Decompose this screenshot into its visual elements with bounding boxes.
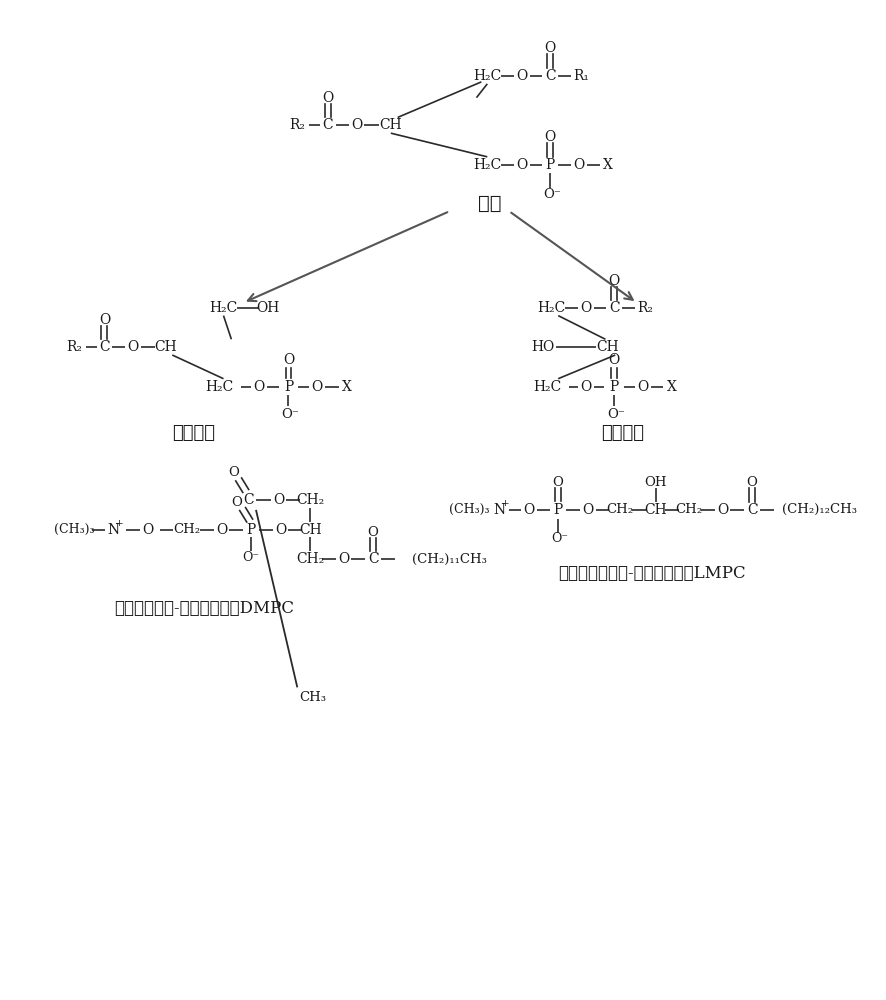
Text: 溶血磷脂: 溶血磷脂 <box>601 424 643 442</box>
Text: CH₂: CH₂ <box>296 493 324 507</box>
Text: CH₂: CH₂ <box>174 523 200 536</box>
Text: O: O <box>228 466 238 479</box>
Text: O⁻: O⁻ <box>607 408 626 421</box>
Text: R₁: R₁ <box>573 69 588 83</box>
Text: 磷脂: 磷脂 <box>478 195 501 213</box>
Text: CH: CH <box>299 523 322 537</box>
Text: R₂: R₂ <box>66 340 82 354</box>
Text: H₂C: H₂C <box>473 69 501 83</box>
Text: N: N <box>493 503 505 517</box>
Text: O: O <box>216 523 227 537</box>
Text: R₂: R₂ <box>637 301 653 315</box>
Text: O: O <box>311 380 323 394</box>
Text: C: C <box>99 340 110 354</box>
Text: O: O <box>283 353 294 367</box>
Text: +: + <box>115 519 123 528</box>
Text: O: O <box>523 503 534 517</box>
Text: R₂: R₂ <box>290 118 306 132</box>
Text: C: C <box>545 69 556 83</box>
Text: O⁻: O⁻ <box>282 408 299 421</box>
Text: CH₃: CH₃ <box>299 691 326 704</box>
Text: O: O <box>580 301 591 315</box>
Text: O: O <box>517 158 527 172</box>
Text: CH: CH <box>596 340 618 354</box>
Text: P: P <box>546 158 555 172</box>
Text: P: P <box>246 523 256 537</box>
Text: C: C <box>323 118 333 132</box>
Text: 溶血磷脂: 溶血磷脂 <box>173 424 215 442</box>
Text: P: P <box>284 380 293 394</box>
Text: O: O <box>368 526 378 539</box>
Text: P: P <box>554 503 563 517</box>
Text: O⁻: O⁻ <box>552 532 569 545</box>
Text: O: O <box>553 476 563 489</box>
Text: O: O <box>351 118 362 132</box>
Text: O⁻: O⁻ <box>243 551 260 564</box>
Text: CH₂: CH₂ <box>675 503 703 516</box>
Text: (CH₃)₃: (CH₃)₃ <box>54 523 94 536</box>
Text: O: O <box>517 69 527 83</box>
Text: OH: OH <box>644 476 667 489</box>
Text: O: O <box>253 380 265 394</box>
Text: O⁻: O⁻ <box>543 188 561 201</box>
Text: O: O <box>747 476 758 489</box>
Text: H₂C: H₂C <box>209 301 237 315</box>
Text: OH: OH <box>256 301 279 315</box>
Text: C: C <box>609 301 619 315</box>
Text: C: C <box>747 503 758 517</box>
Text: X: X <box>666 380 676 394</box>
Text: CH: CH <box>154 340 176 354</box>
Text: P: P <box>610 380 619 394</box>
Text: C: C <box>243 493 253 507</box>
Text: H₂C: H₂C <box>533 380 562 394</box>
Text: CH: CH <box>644 503 667 517</box>
Text: O: O <box>275 523 286 537</box>
Text: O: O <box>580 380 591 394</box>
Text: 二肉豆蔻酰基-磷脂酰胆碱或DMPC: 二肉豆蔻酰基-磷脂酰胆碱或DMPC <box>113 600 294 617</box>
Text: O: O <box>273 493 284 507</box>
Text: 溶血肉豆蔻酰基-磷脂酰胆碱或LMPC: 溶血肉豆蔻酰基-磷脂酰胆碱或LMPC <box>558 565 745 582</box>
Text: O: O <box>142 523 153 537</box>
Text: HO: HO <box>532 340 555 354</box>
Text: H₂C: H₂C <box>537 301 565 315</box>
Text: CH: CH <box>379 118 402 132</box>
Text: N: N <box>107 523 120 537</box>
Text: O: O <box>98 313 110 327</box>
Text: O: O <box>231 496 242 509</box>
Text: O: O <box>609 353 620 367</box>
Text: O: O <box>609 274 620 288</box>
Text: O: O <box>128 340 138 354</box>
Text: (CH₂)₁₂CH₃: (CH₂)₁₂CH₃ <box>781 503 857 516</box>
Text: O: O <box>338 552 349 566</box>
Text: O: O <box>582 503 594 517</box>
Text: CH₂: CH₂ <box>607 503 633 516</box>
Text: H₂C: H₂C <box>473 158 501 172</box>
Text: X: X <box>602 158 612 172</box>
Text: H₂C: H₂C <box>206 380 234 394</box>
Text: O: O <box>717 503 728 517</box>
Text: +: + <box>501 499 509 508</box>
Text: O: O <box>545 41 556 55</box>
Text: O: O <box>545 130 556 144</box>
Text: CH₂: CH₂ <box>296 552 324 566</box>
Text: O: O <box>323 91 333 105</box>
Text: O: O <box>637 380 649 394</box>
Text: (CH₃)₃: (CH₃)₃ <box>449 503 490 516</box>
Text: O: O <box>573 158 585 172</box>
Text: X: X <box>342 380 352 394</box>
Text: (CH₂)₁₁CH₃: (CH₂)₁₁CH₃ <box>413 553 487 566</box>
Text: C: C <box>368 552 378 566</box>
